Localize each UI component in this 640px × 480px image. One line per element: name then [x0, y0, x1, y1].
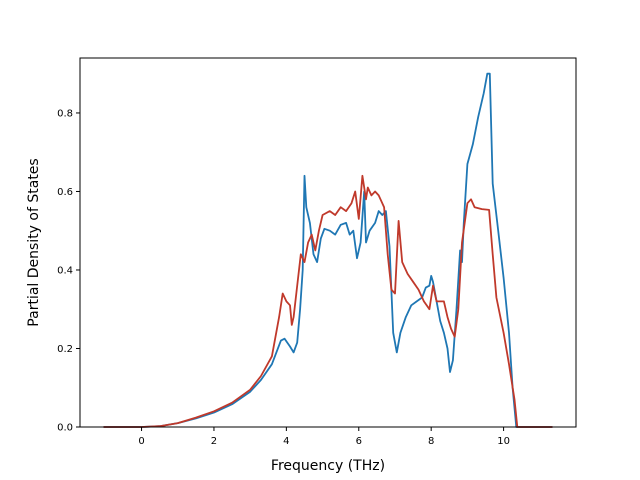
y-axis: 0.0 0.2 0.4 0.6 0.8 — [57, 108, 80, 434]
y-tick-label: 0.2 — [57, 344, 73, 355]
x-tick-label: 8 — [428, 436, 434, 447]
series-layer — [103, 72, 553, 428]
y-tick-label: 0.8 — [57, 108, 73, 119]
x-tick-label: 6 — [356, 436, 362, 447]
x-axis: 0 2 4 6 8 10 — [138, 427, 510, 447]
series-line-2 — [103, 174, 553, 428]
x-axis-label: Frequency (THz) — [271, 458, 385, 474]
series-line-1 — [103, 72, 553, 428]
axes-frame — [79, 57, 577, 428]
x-tick-label: 0 — [138, 436, 144, 447]
plot-area — [80, 58, 576, 427]
y-tick-label: 0.0 — [57, 423, 73, 434]
x-tick-label: 2 — [211, 436, 217, 447]
y-axis-label: Partial Density of States — [26, 158, 42, 326]
y-tick-label: 0.6 — [57, 187, 73, 198]
y-tick-label: 0.4 — [57, 265, 73, 276]
x-tick-label: 10 — [497, 436, 510, 447]
x-tick-label: 4 — [283, 436, 289, 447]
